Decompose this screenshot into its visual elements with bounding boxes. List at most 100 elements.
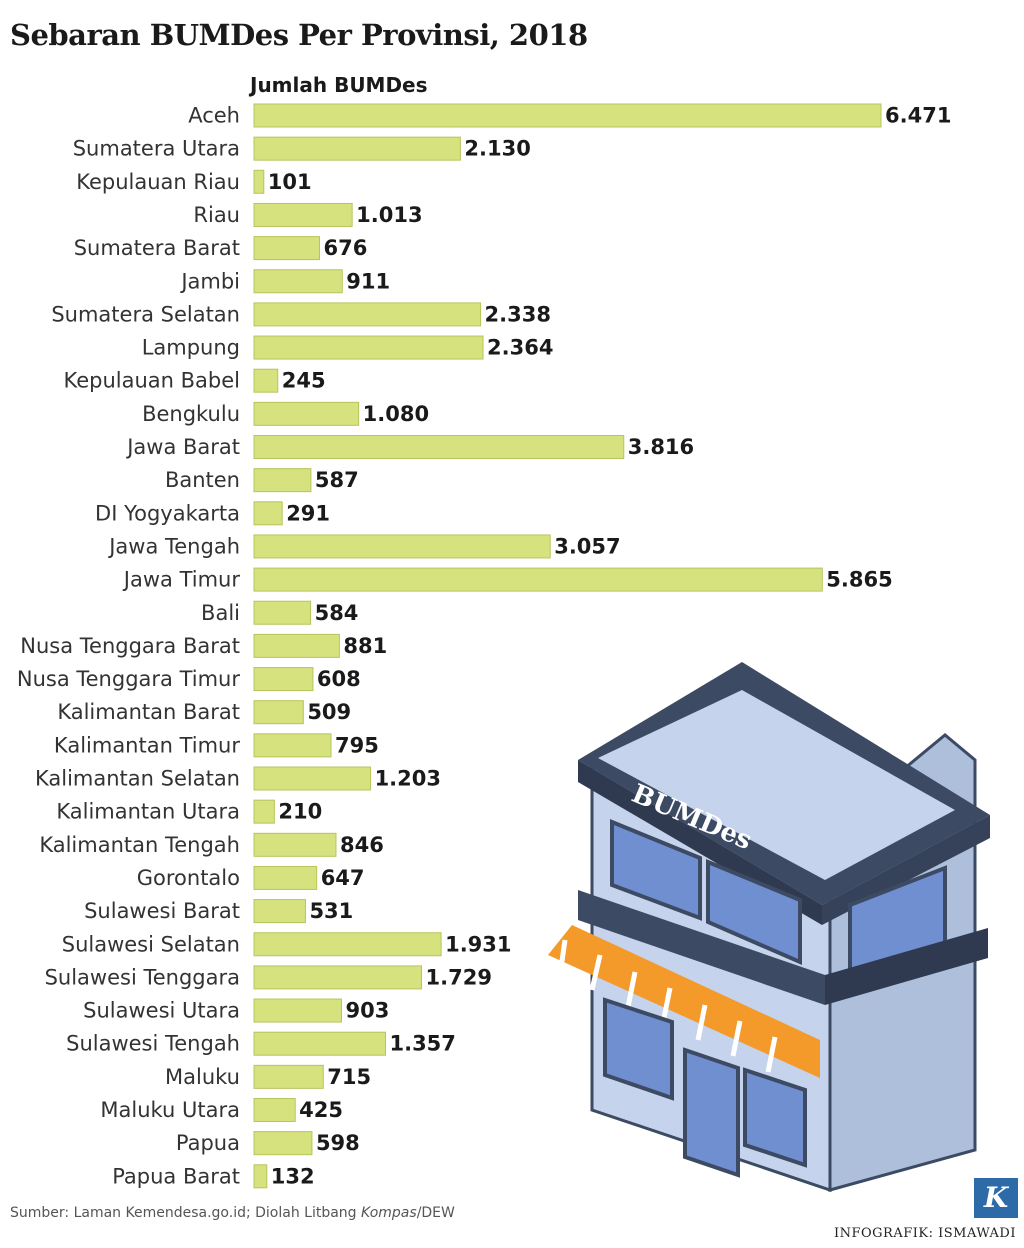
value-label: 291 (286, 501, 330, 525)
category-label: Sulawesi Tenggara (45, 965, 240, 989)
value-label: 1.931 (445, 932, 511, 956)
category-label: Jawa Tengah (107, 534, 240, 558)
bar-di-yogyakarta (253, 501, 283, 526)
category-label: Papua (176, 1131, 240, 1155)
category-label: Kepulauan Babel (63, 369, 240, 393)
value-label: 608 (317, 667, 361, 691)
category-label: Papua Barat (112, 1164, 240, 1188)
bar-kalimantan-selatan (253, 766, 372, 791)
category-label: Jawa Barat (125, 435, 240, 459)
value-label: 5.865 (826, 568, 892, 592)
value-label: 1.729 (426, 965, 492, 989)
value-label: 101 (268, 170, 312, 194)
kompas-logo: K (974, 1178, 1018, 1218)
value-label: 1.080 (363, 402, 429, 426)
value-label: 795 (335, 733, 379, 757)
bar-kalimantan-timur (253, 733, 332, 758)
category-label: DI Yogyakarta (95, 501, 240, 525)
value-label: 425 (299, 1098, 343, 1122)
bar-nusa-tenggara-timur (253, 667, 314, 692)
category-label: Gorontalo (137, 866, 240, 890)
category-label: Kalimantan Timur (54, 733, 240, 757)
bar-bengkulu (253, 401, 360, 426)
bar-maluku (253, 1064, 324, 1089)
bar-sulawesi-utara (253, 998, 342, 1023)
bar-kalimantan-barat (253, 700, 304, 725)
category-label: Sumatera Selatan (51, 302, 240, 326)
bar-papua (253, 1131, 313, 1156)
value-label: 881 (343, 634, 387, 658)
category-label: Sulawesi Selatan (62, 932, 240, 956)
value-label: 245 (282, 369, 326, 393)
bar-sulawesi-tengah (253, 1031, 386, 1056)
category-label: Aceh (188, 104, 240, 128)
category-label: Lampung (142, 336, 240, 360)
value-header: Jumlah BUMDes (248, 73, 428, 97)
value-label: 647 (321, 866, 365, 890)
value-label: 132 (271, 1164, 315, 1188)
category-label: Bali (201, 601, 240, 625)
value-label: 2.364 (487, 336, 553, 360)
category-label: Sulawesi Tengah (66, 1032, 240, 1056)
value-label: 3.057 (554, 534, 620, 558)
category-label: Riau (193, 203, 240, 227)
bar-kepulauan-riau (253, 169, 265, 194)
value-label: 210 (278, 800, 322, 824)
bar-papua-barat (253, 1164, 268, 1189)
category-label: Kalimantan Tengah (39, 833, 240, 857)
bar-riau (253, 202, 353, 227)
bar-sumatera-selatan (253, 302, 482, 327)
category-label: Jawa Timur (122, 568, 241, 592)
infographic-credit: INFOGRAFIK: ISMAWADI (833, 1226, 1016, 1241)
category-label: Jambi (179, 269, 240, 293)
value-label: 598 (316, 1131, 360, 1155)
category-label: Maluku (165, 1065, 240, 1089)
value-label: 2.338 (485, 302, 551, 326)
bar-aceh (253, 103, 882, 128)
bar-jawa-tengah (253, 534, 551, 559)
category-label: Sulawesi Utara (83, 999, 240, 1023)
value-label: 676 (324, 236, 368, 260)
category-label: Banten (165, 468, 240, 492)
bar-sulawesi-tenggara (253, 965, 423, 990)
bar-kalimantan-tengah (253, 832, 337, 857)
bar-kalimantan-utara (253, 799, 275, 824)
value-label: 3.816 (628, 435, 694, 459)
source-note: Sumber: Laman Kemendesa.go.id; Diolah Li… (10, 1205, 455, 1221)
value-label: 2.130 (464, 137, 530, 161)
category-label: Kalimantan Barat (57, 700, 240, 724)
bars-layer: Aceh 6.471 Sumatera Utara 2.130 Kepulauan Ri… (17, 103, 951, 1189)
value-label: 587 (315, 468, 359, 492)
bar-jawa-barat (253, 435, 625, 459)
bar-kepulauan-babel (253, 368, 279, 393)
value-label: 1.203 (375, 767, 441, 791)
category-label: Sumatera Barat (74, 236, 240, 260)
category-label: Nusa Tenggara Timur (17, 667, 240, 691)
value-label: 1.013 (356, 203, 422, 227)
category-label: Kepulauan Riau (76, 170, 240, 194)
bar-bali (253, 600, 312, 625)
bar-sulawesi-barat (253, 899, 306, 924)
category-label: Sumatera Utara (73, 137, 240, 161)
bar-sulawesi-selatan (253, 932, 442, 957)
value-label: 715 (327, 1065, 371, 1089)
bar-jambi (253, 269, 343, 294)
value-label: 584 (315, 601, 359, 625)
category-label: Sulawesi Barat (84, 899, 240, 923)
value-label: 6.471 (885, 104, 951, 128)
chart-title: Sebaran BUMDes Per Provinsi, 2018 (10, 18, 588, 52)
bar-sumatera-utara (253, 136, 461, 161)
value-label: 509 (307, 700, 351, 724)
category-label: Nusa Tenggara Barat (20, 634, 240, 658)
bar-banten (253, 468, 312, 493)
bar-gorontalo (253, 865, 318, 890)
category-label: Bengkulu (142, 402, 240, 426)
category-label: Kalimantan Utara (56, 800, 240, 824)
category-label: Maluku Utara (100, 1098, 240, 1122)
value-label: 1.357 (389, 1032, 455, 1056)
value-label: 903 (345, 999, 389, 1023)
bar-nusa-tenggara-barat (253, 633, 340, 658)
category-label: Kalimantan Selatan (35, 767, 240, 791)
value-label: 531 (309, 899, 353, 923)
value-label: 911 (346, 269, 390, 293)
